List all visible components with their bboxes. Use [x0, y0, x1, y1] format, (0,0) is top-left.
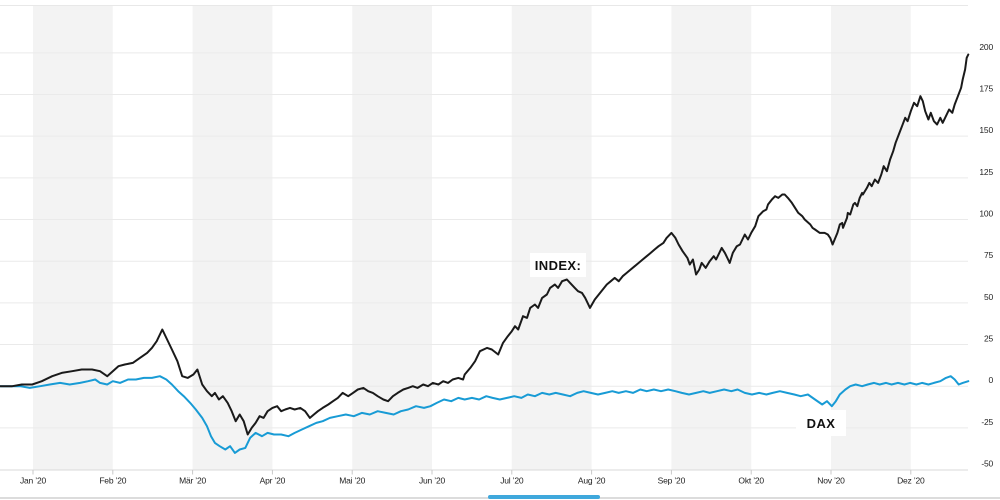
- x-tick-label: Mai ’20: [339, 476, 365, 486]
- y-tick-label: 200: [979, 42, 993, 52]
- month-stripe: [671, 5, 752, 470]
- x-tick-label: Sep ’20: [658, 476, 686, 486]
- y-tick-label: -25: [981, 417, 993, 427]
- x-tick-label: Jul ’20: [500, 476, 524, 486]
- y-tick-label: 125: [979, 167, 993, 177]
- x-tick-label: Okt ’20: [738, 476, 764, 486]
- y-tick-label: 75: [984, 250, 994, 260]
- x-tick-label: Jan ’20: [20, 476, 46, 486]
- time-range-scrollbar-thumb[interactable]: [488, 495, 600, 499]
- x-tick-label: Dez ’20: [897, 476, 925, 486]
- month-stripe: [511, 5, 592, 470]
- y-tick-label: 175: [979, 84, 993, 94]
- index-series-label: INDEX:: [530, 253, 586, 277]
- dax-series-label: DAX: [796, 410, 846, 436]
- x-tick-label: Nov ’20: [817, 476, 845, 486]
- y-tick-label: -50: [981, 459, 993, 469]
- y-tick-label: 50: [984, 292, 994, 302]
- y-tick-label: 100: [979, 209, 993, 219]
- month-stripe: [33, 5, 113, 470]
- y-tick-label: 0: [988, 375, 993, 385]
- month-stripe: [352, 5, 432, 470]
- x-tick-label: Apr ’20: [260, 476, 286, 486]
- x-tick-label: Feb ’20: [99, 476, 126, 486]
- index-series-line: [0, 53, 970, 436]
- x-tick-label: Mär ’20: [179, 476, 206, 486]
- month-stripe: [192, 5, 273, 470]
- dax-series-line: [0, 375, 970, 454]
- y-tick-label: 150: [979, 125, 993, 135]
- x-tick-label: Aug ’20: [578, 476, 606, 486]
- y-tick-label: 25: [984, 334, 994, 344]
- month-stripe: [831, 5, 911, 470]
- x-tick-label: Jun ’20: [419, 476, 445, 486]
